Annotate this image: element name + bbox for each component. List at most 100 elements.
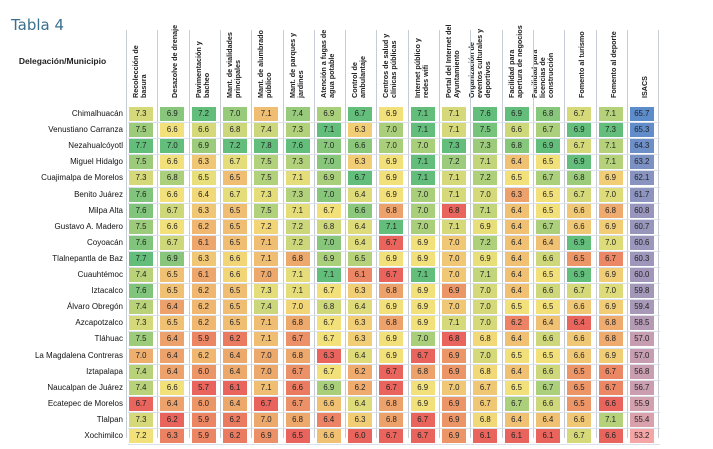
isacs-cell: 60.0 bbox=[629, 268, 654, 282]
score-cell: 6.7 bbox=[567, 107, 592, 121]
score-cell: 6.6 bbox=[567, 203, 592, 218]
table-row: Naucalpan de Juárez 7.4 6.6 5.7 6.1 7.1 6.6 6.9… bbox=[0, 380, 660, 396]
score-cell: 6.4 bbox=[160, 300, 185, 315]
score-cell: 6.8 bbox=[285, 251, 310, 266]
score-cell: 6.9 bbox=[598, 300, 623, 315]
score-cell: 6.6 bbox=[567, 219, 592, 234]
table-title: Tabla 4 bbox=[11, 16, 65, 34]
score-cell: 7.6 bbox=[129, 203, 153, 218]
score-cell: 7.6 bbox=[473, 107, 498, 121]
isacs-cell: 55.4 bbox=[629, 412, 654, 427]
column-separator bbox=[439, 30, 440, 438]
score-cell: 7.0 bbox=[410, 139, 435, 154]
column-header: Recolección de basura bbox=[128, 26, 153, 100]
row-divider bbox=[128, 202, 660, 204]
score-cell: 6.6 bbox=[504, 123, 529, 138]
score-cell: 6.2 bbox=[348, 364, 373, 379]
score-cell: 6.1 bbox=[348, 268, 373, 282]
score-cell: 6.2 bbox=[160, 412, 185, 427]
row-label: Coyoacán bbox=[86, 237, 123, 247]
row-divider bbox=[128, 170, 660, 172]
score-cell: 6.7 bbox=[410, 429, 435, 443]
score-cell: 7.3 bbox=[254, 284, 279, 299]
score-cell: 7.1 bbox=[285, 284, 310, 299]
score-cell: 6.2 bbox=[222, 332, 247, 347]
column-header: Facilidad para licencias de construcción bbox=[530, 26, 560, 100]
score-cell: 6.9 bbox=[442, 396, 466, 411]
score-cell: 6.4 bbox=[504, 332, 529, 347]
score-cell: 6.9 bbox=[379, 251, 404, 266]
column-separator bbox=[626, 30, 628, 438]
score-cell: 7.1 bbox=[316, 123, 341, 138]
score-cell: 6.8 bbox=[379, 412, 404, 427]
score-cell: 7.2 bbox=[254, 219, 279, 234]
score-cell: 6.9 bbox=[316, 251, 341, 266]
score-cell: 6.8 bbox=[379, 284, 404, 299]
score-cell: 7.2 bbox=[222, 139, 247, 154]
score-cell: 6.3 bbox=[348, 316, 373, 331]
score-cell: 6.1 bbox=[191, 268, 216, 282]
score-cell: 6.4 bbox=[535, 235, 560, 250]
score-cell: 6.4 bbox=[567, 316, 592, 331]
score-cell: 6.6 bbox=[160, 380, 185, 395]
row-label: Cuauhtémoc bbox=[77, 270, 123, 279]
score-cell: 7.0 bbox=[379, 123, 404, 138]
score-cell: 6.9 bbox=[598, 219, 623, 234]
column-separator bbox=[658, 30, 660, 438]
column-separator bbox=[564, 30, 566, 438]
score-cell: 6.2 bbox=[222, 412, 247, 427]
score-cell: 6.9 bbox=[410, 316, 435, 331]
score-cell: 6.7 bbox=[379, 429, 404, 443]
table-row: Tláhuac 7.5 6.4 5.9 6.2 7.1 6.7 6.7 6.3 6.9 7.0 6.8… bbox=[0, 331, 660, 347]
score-cell: 6.6 bbox=[535, 396, 560, 411]
score-cell: 6.5 bbox=[222, 316, 247, 331]
score-cell: 6.6 bbox=[535, 332, 560, 347]
score-cell: 7.5 bbox=[129, 123, 153, 138]
table-row: Ecatepec de Morelos 6.7 6.4 6.0 6.4 6.7 6.7 6.6… bbox=[0, 396, 660, 412]
score-cell: 6.7 bbox=[379, 364, 404, 379]
column-separator bbox=[313, 30, 315, 438]
score-cell: 6.8 bbox=[410, 364, 435, 379]
score-cell: 7.0 bbox=[442, 268, 466, 282]
score-cell: 6.7 bbox=[316, 284, 341, 299]
score-cell: 6.6 bbox=[160, 187, 185, 202]
score-cell: 6.2 bbox=[191, 348, 216, 363]
score-cell: 7.3 bbox=[129, 107, 153, 121]
score-cell: 7.3 bbox=[285, 155, 310, 170]
column-header-label: Portal del Internet del Ayuntamiento bbox=[444, 24, 461, 99]
score-cell: 7.2 bbox=[129, 429, 153, 443]
score-cell: 6.2 bbox=[191, 316, 216, 331]
score-cell: 7.5 bbox=[129, 219, 153, 234]
score-cell: 6.7 bbox=[348, 107, 373, 121]
row-divider bbox=[128, 299, 660, 301]
row-label: La Magdalena Contreras bbox=[34, 350, 123, 360]
score-cell: 7.1 bbox=[598, 139, 623, 154]
score-cell: 6.9 bbox=[598, 171, 623, 186]
score-cell: 6.9 bbox=[567, 235, 592, 250]
score-cell: 7.4 bbox=[129, 380, 153, 395]
table-row: Álvaro Obregón 7.4 6.4 6.2 6.5 7.4 7.0 6.8 6.4 6.… bbox=[0, 299, 660, 315]
score-cell: 6.8 bbox=[222, 123, 247, 138]
score-cell: 6.8 bbox=[379, 316, 404, 331]
score-cell: 7.2 bbox=[442, 155, 466, 170]
score-cell: 6.5 bbox=[504, 380, 529, 395]
score-cell: 6.7 bbox=[535, 219, 560, 234]
row-divider bbox=[128, 379, 660, 381]
score-cell: 6.9 bbox=[160, 251, 185, 266]
table-row: Cuauhtémoc 7.4 6.5 6.1 6.6 7.0 7.1 7.1 6.1 6.7 7.1… bbox=[0, 267, 660, 283]
score-cell: 6.7 bbox=[285, 396, 310, 411]
row-label: Cuajimalpa de Morelos bbox=[41, 173, 123, 183]
isacs-cell: 55.9 bbox=[629, 396, 654, 411]
score-cell: 6.8 bbox=[473, 412, 498, 427]
score-cell: 7.4 bbox=[129, 364, 153, 379]
score-cell: 6.8 bbox=[535, 107, 560, 121]
table-row: Nezahualcóyotl 7.7 7.0 6.9 7.2 7.8 7.6 7.0 6.6 7.… bbox=[0, 138, 660, 154]
score-cell: 7.1 bbox=[285, 171, 310, 186]
score-cell: 7.0 bbox=[473, 300, 498, 315]
score-cell: 6.5 bbox=[222, 284, 247, 299]
row-label: Miguel Hidalgo bbox=[70, 157, 123, 167]
score-cell: 6.5 bbox=[222, 235, 247, 250]
score-cell: 6.6 bbox=[567, 348, 592, 363]
score-cell: 7.2 bbox=[191, 107, 216, 121]
score-cell: 6.7 bbox=[567, 284, 592, 299]
